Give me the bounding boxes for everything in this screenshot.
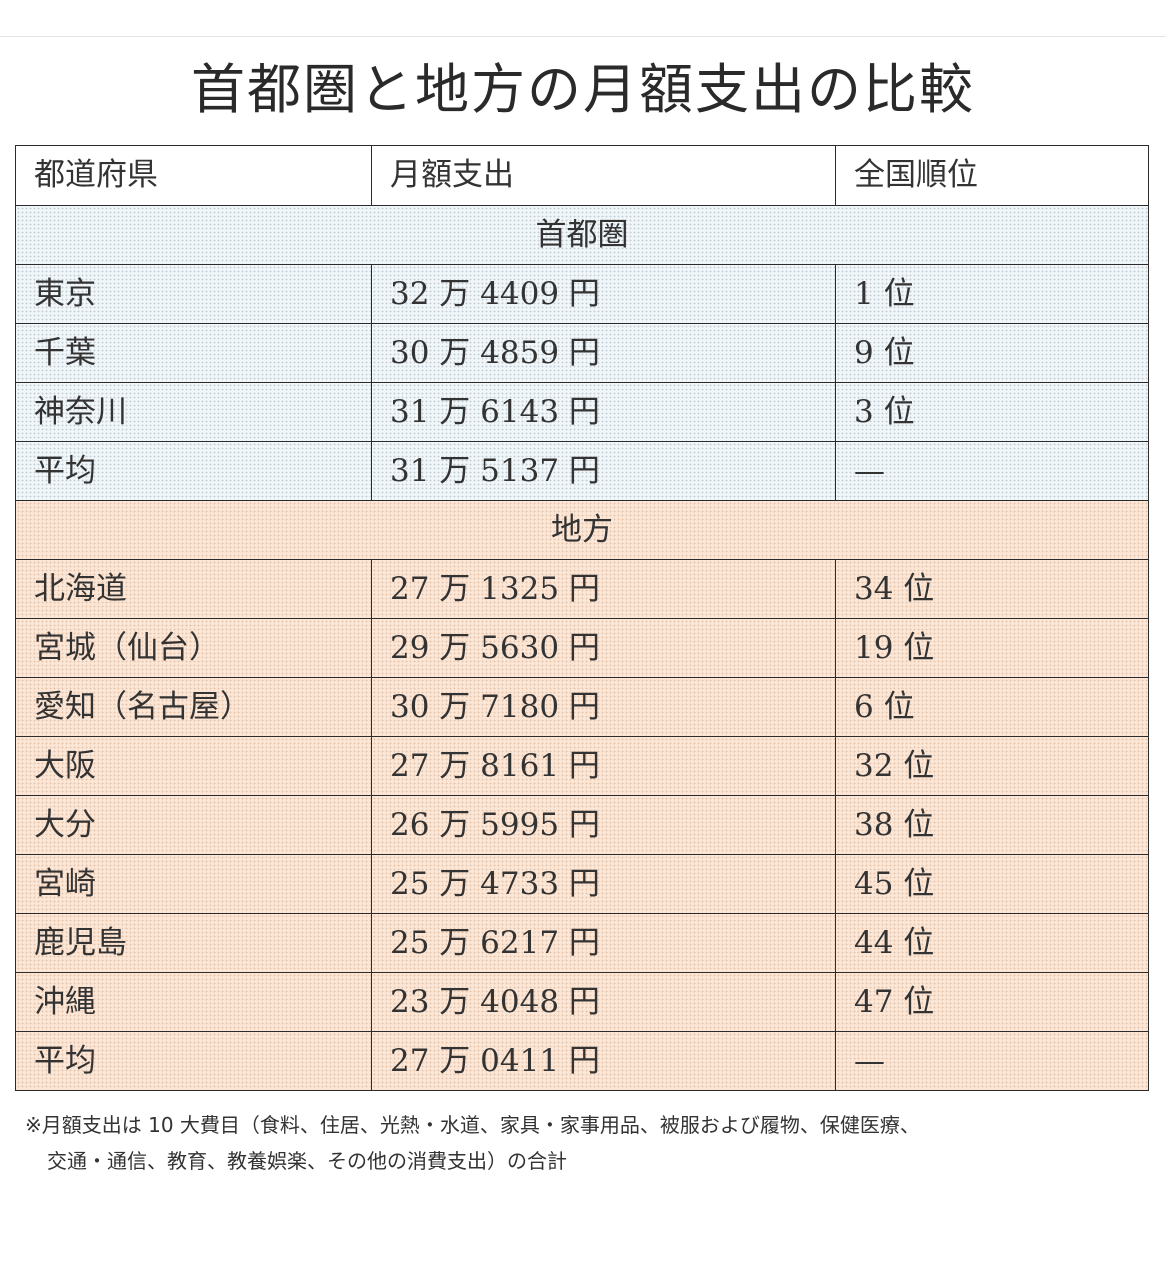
rank-cell: 47 位 — [835, 972, 1149, 1032]
prefecture-cell: 大分 — [15, 795, 372, 855]
table-row: 大阪 27 万 8161 円 32 位 — [15, 736, 1149, 796]
section-label: 首都圏 — [15, 205, 1149, 265]
spending-cell: 25 万 4733 円 — [371, 854, 836, 914]
rank-cell: — — [835, 1031, 1149, 1091]
table-row: 大分 26 万 5995 円 38 位 — [15, 795, 1149, 855]
spending-cell: 26 万 5995 円 — [371, 795, 836, 855]
rank-cell: 1 位 — [835, 264, 1149, 324]
spending-cell: 30 万 7180 円 — [371, 677, 836, 737]
rank-cell: 9 位 — [835, 323, 1149, 383]
prefecture-cell: 愛知（名古屋） — [15, 677, 372, 737]
spending-cell: 30 万 4859 円 — [371, 323, 836, 383]
prefecture-cell: 沖縄 — [15, 972, 372, 1032]
table-row: 宮城（仙台） 29 万 5630 円 19 位 — [15, 618, 1149, 678]
header-monthly-spending: 月額支出 — [371, 145, 836, 206]
spending-cell: 27 万 8161 円 — [371, 736, 836, 796]
spending-cell: 27 万 0411 円 — [371, 1031, 836, 1091]
prefecture-cell: 千葉 — [15, 323, 372, 383]
rank-cell: 45 位 — [835, 854, 1149, 914]
footnote-line-1: ※月額支出は 10 大費目（食料、住居、光熱・水道、家具・家事用品、被服および履… — [25, 1113, 920, 1137]
table-row: 宮崎 25 万 4733 円 45 位 — [15, 854, 1149, 914]
spending-cell: 27 万 1325 円 — [371, 559, 836, 619]
comparison-table: 都道府県 月額支出 全国順位 首都圏 東京 32 万 4409 円 1 位 千葉… — [15, 145, 1149, 1091]
rank-cell: 38 位 — [835, 795, 1149, 855]
table-header-row: 都道府県 月額支出 全国順位 — [15, 145, 1149, 206]
header-national-rank: 全国順位 — [835, 145, 1149, 206]
rank-cell: 19 位 — [835, 618, 1149, 678]
prefecture-cell: 平均 — [15, 1031, 372, 1091]
table-row-average: 平均 31 万 5137 円 — — [15, 441, 1149, 501]
table-row: 神奈川 31 万 6143 円 3 位 — [15, 382, 1149, 442]
table-row-average: 平均 27 万 0411 円 — — [15, 1031, 1149, 1091]
prefecture-cell: 鹿児島 — [15, 913, 372, 973]
table-row: 鹿児島 25 万 6217 円 44 位 — [15, 913, 1149, 973]
prefecture-cell: 宮城（仙台） — [15, 618, 372, 678]
page-title: 首都圏と地方の月額支出の比較 — [191, 58, 975, 121]
prefecture-cell: 宮崎 — [15, 854, 372, 914]
footnote-line-2: 交通・通信、教育、教養娯楽、その他の消費支出）の合計 — [47, 1149, 567, 1173]
rank-cell: — — [835, 441, 1149, 501]
spending-cell: 31 万 5137 円 — [371, 441, 836, 501]
prefecture-cell: 大阪 — [15, 736, 372, 796]
spending-cell: 29 万 5630 円 — [371, 618, 836, 678]
section-row-metro: 首都圏 — [15, 205, 1149, 265]
footnote: ※月額支出は 10 大費目（食料、住居、光熱・水道、家具・家事用品、被服および履… — [25, 1107, 920, 1179]
rank-cell: 6 位 — [835, 677, 1149, 737]
table-row: 北海道 27 万 1325 円 34 位 — [15, 559, 1149, 619]
rank-cell: 44 位 — [835, 913, 1149, 973]
prefecture-cell: 北海道 — [15, 559, 372, 619]
spending-cell: 25 万 6217 円 — [371, 913, 836, 973]
table-row: 愛知（名古屋） 30 万 7180 円 6 位 — [15, 677, 1149, 737]
rank-cell: 32 位 — [835, 736, 1149, 796]
rank-cell: 34 位 — [835, 559, 1149, 619]
prefecture-cell: 平均 — [15, 441, 372, 501]
top-divider — [0, 36, 1166, 37]
prefecture-cell: 東京 — [15, 264, 372, 324]
rank-cell: 3 位 — [835, 382, 1149, 442]
table-row: 千葉 30 万 4859 円 9 位 — [15, 323, 1149, 383]
section-row-regional: 地方 — [15, 500, 1149, 560]
prefecture-cell: 神奈川 — [15, 382, 372, 442]
section-label: 地方 — [15, 500, 1149, 560]
header-prefecture: 都道府県 — [15, 145, 372, 206]
spending-cell: 32 万 4409 円 — [371, 264, 836, 324]
table-row: 東京 32 万 4409 円 1 位 — [15, 264, 1149, 324]
table-row: 沖縄 23 万 4048 円 47 位 — [15, 972, 1149, 1032]
spending-cell: 23 万 4048 円 — [371, 972, 836, 1032]
spending-cell: 31 万 6143 円 — [371, 382, 836, 442]
